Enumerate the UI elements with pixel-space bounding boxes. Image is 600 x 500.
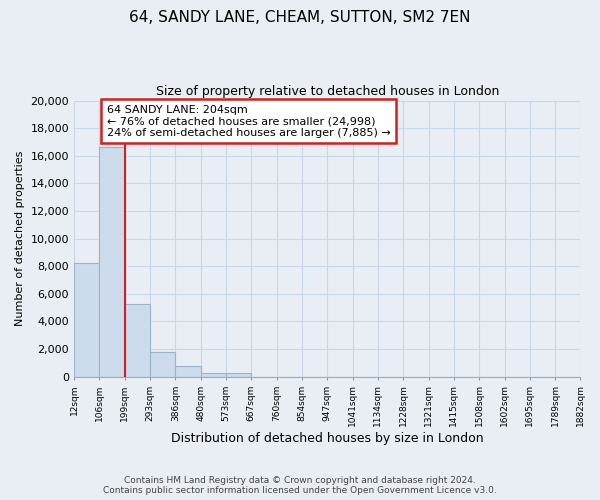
Bar xyxy=(175,366,200,376)
Bar xyxy=(125,304,150,376)
Title: Size of property relative to detached houses in London: Size of property relative to detached ho… xyxy=(155,85,499,98)
Text: 64 SANDY LANE: 204sqm
← 76% of detached houses are smaller (24,998)
24% of semi-: 64 SANDY LANE: 204sqm ← 76% of detached … xyxy=(107,104,391,138)
Text: 64, SANDY LANE, CHEAM, SUTTON, SM2 7EN: 64, SANDY LANE, CHEAM, SUTTON, SM2 7EN xyxy=(129,10,471,25)
Y-axis label: Number of detached properties: Number of detached properties xyxy=(15,151,25,326)
Bar xyxy=(74,264,100,376)
Bar xyxy=(100,148,125,376)
Bar xyxy=(226,373,251,376)
Bar xyxy=(200,373,226,376)
Text: Contains HM Land Registry data © Crown copyright and database right 2024.
Contai: Contains HM Land Registry data © Crown c… xyxy=(103,476,497,495)
X-axis label: Distribution of detached houses by size in London: Distribution of detached houses by size … xyxy=(171,432,484,445)
Bar xyxy=(150,352,175,376)
